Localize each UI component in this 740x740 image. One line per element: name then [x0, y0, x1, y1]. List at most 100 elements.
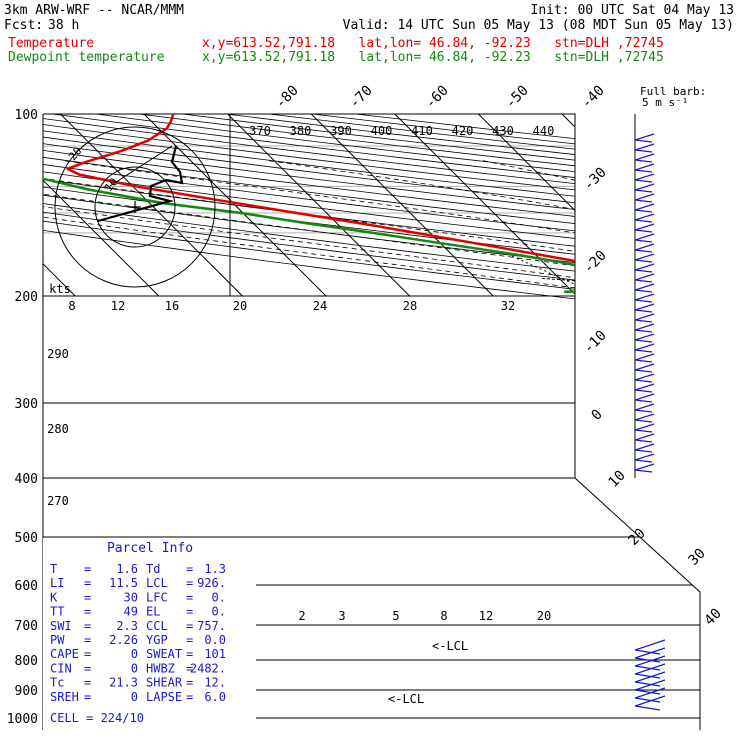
dewpoint-location: x,y=613.52,791.18 lat,lon= 46.84, -92.23… [202, 50, 664, 65]
parcel-eq: = [84, 690, 91, 704]
valid-time: Valid: 14 UTC Sun 05 May 13 (08 MDT Sun … [342, 18, 734, 33]
parcel-value: 30 [124, 590, 138, 604]
pressure-tick-500: 500 [15, 531, 38, 546]
wind-barb [634, 433, 655, 443]
wind-barb [634, 343, 655, 353]
dry-adiabat [43, 114, 700, 301]
hodograph-trace [97, 145, 184, 223]
parcel-key: LAPSE [146, 690, 182, 704]
wind-barb [634, 353, 655, 363]
parcel-key: Td [146, 562, 160, 576]
pressure-tick-200: 200 [15, 290, 38, 305]
theta-label: 390 [330, 124, 352, 138]
parcel-value: 12. [204, 676, 226, 690]
mixing-ratio-label: 3 [338, 609, 345, 623]
parcel-value: 1.6 [116, 562, 138, 576]
wind-barb-lower [634, 639, 666, 655]
wind-barb [634, 393, 655, 403]
wind-barb [634, 163, 655, 173]
wind-barb-lower [634, 671, 666, 687]
isotherm-label: -70 [347, 83, 376, 112]
isotherm-label: 30 [686, 546, 709, 569]
parcel-key: YGP [146, 633, 168, 647]
dry-adiabat [43, 114, 700, 301]
wind-barb [634, 273, 655, 283]
parcel-value: 926. [197, 576, 226, 590]
model-title: 3km ARW-WRF -- NCAR/MMM [4, 3, 185, 18]
isotherm-label: 20 [626, 526, 649, 549]
dry-adiabat [312, 114, 700, 301]
parcel-eq: = [186, 562, 193, 576]
theta-side-label: 280 [47, 422, 69, 436]
mixing-ratio-label: 8 [440, 609, 447, 623]
fcst-label: Fcst: [4, 18, 44, 33]
parcel-eq: = [84, 605, 91, 619]
isotherm-label: -60 [423, 83, 452, 112]
wind-barb [634, 413, 655, 423]
hodograph-ring-outer [54, 126, 216, 288]
dry-adiabat [43, 114, 700, 301]
init-time: Init: 00 UTC Sat 04 May 13 [530, 3, 735, 18]
wind-barb [634, 263, 655, 273]
parcel-value: 757. [197, 619, 226, 633]
mixing-ratio-label: 12 [479, 609, 493, 623]
dry-adiabat [43, 114, 700, 301]
wind-barb [634, 423, 655, 433]
wind-barb [634, 223, 655, 233]
wind-barb [634, 293, 655, 303]
parcel-value: 0.0 [204, 633, 226, 647]
wind-barb [634, 193, 655, 203]
pressure-tick-100: 100 [15, 108, 38, 123]
parcel-value: 2.3 [116, 619, 138, 633]
moist-adiabat [481, 160, 700, 301]
parcel-value: 0 [131, 647, 138, 661]
mixing-ratio-label: 28 [403, 299, 417, 313]
isotherm-label: 10 [606, 468, 629, 491]
wind-barb [634, 373, 655, 383]
wind-barb [634, 173, 655, 183]
wind-barb [634, 153, 655, 163]
fcst-value: 38 h [48, 18, 80, 33]
parcel-key: SREH [50, 690, 79, 704]
parcel-eq: = [84, 562, 91, 576]
parcel-key: CIN [50, 661, 72, 675]
moist-adiabat [43, 160, 665, 301]
wind-panel-units: 5 m s⁻¹ [642, 96, 688, 109]
parcel-eq: = [84, 647, 91, 661]
parcel-key: K [50, 590, 58, 604]
parcel-key: CCL [146, 619, 168, 633]
isotherm-label: -30 [581, 165, 610, 194]
isotherm-label: -40 [579, 83, 608, 112]
parcel-value: 0 [131, 661, 138, 675]
parcel-value: 2482. [190, 661, 226, 675]
parcel-eq: = [186, 690, 193, 704]
parcel-key: LI [50, 576, 64, 590]
wind-barb [634, 323, 655, 333]
plot-frame [43, 113, 701, 730]
isotherm-label: -10 [581, 328, 610, 357]
mixing-ratio-label: 8 [68, 299, 75, 313]
parcel-eq: = [186, 676, 193, 690]
pressure-tick-800: 800 [15, 654, 38, 669]
isotherm-label: 40 [702, 606, 725, 629]
wind-barb-lower [634, 679, 666, 695]
pressure-tick-700: 700 [15, 619, 38, 634]
wind-barb-lower [634, 687, 666, 703]
isotherm-line [60, 114, 243, 297]
theta-label: 420 [452, 124, 474, 138]
theta-label: 400 [371, 124, 393, 138]
parcel-eq: = [186, 590, 193, 604]
wind-barb [634, 463, 655, 473]
parcel-eq: = [84, 633, 91, 647]
dry-adiabat [43, 114, 700, 301]
parcel-value: 21.3 [109, 676, 138, 690]
mixing-ratio-label: 2 [298, 609, 305, 623]
isotherm-label: -80 [273, 83, 302, 112]
dry-adiabat [225, 114, 700, 301]
mixing-ratio-label: 16 [165, 299, 179, 313]
theta-label: 430 [492, 124, 514, 138]
parcel-key: TT [50, 605, 64, 619]
wind-barb [634, 383, 655, 393]
dry-adiabat [43, 114, 700, 301]
